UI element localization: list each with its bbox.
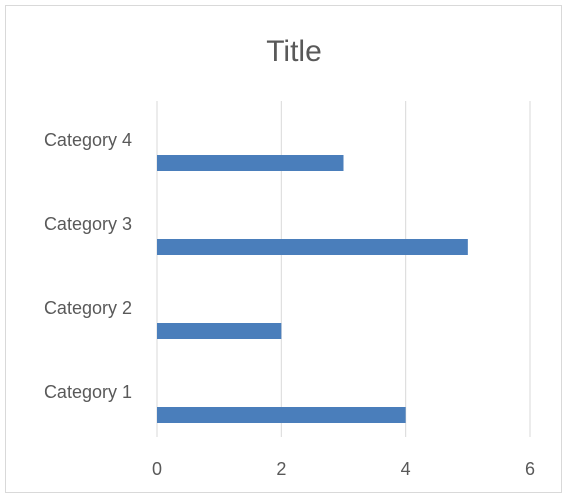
category-labels: Category 1 Category 2 Category 3 Category 4 (44, 130, 132, 402)
x-tick-label: 6 (525, 459, 535, 479)
category-label: Category 4 (44, 130, 132, 150)
x-tick-label: 2 (276, 459, 286, 479)
bar-category-3 (157, 239, 468, 255)
category-label: Category 1 (44, 382, 132, 402)
category-label: Category 3 (44, 214, 132, 234)
category-label: Category 2 (44, 298, 132, 318)
x-axis-tick-labels: 0 2 4 6 (152, 459, 535, 479)
bar-category-1 (157, 407, 406, 423)
bars (157, 155, 468, 423)
bar-category-4 (157, 155, 344, 171)
x-tick-label: 4 (401, 459, 411, 479)
bar-category-2 (157, 323, 282, 339)
chart-title: Title (266, 35, 322, 68)
x-tick-label: 0 (152, 459, 162, 479)
